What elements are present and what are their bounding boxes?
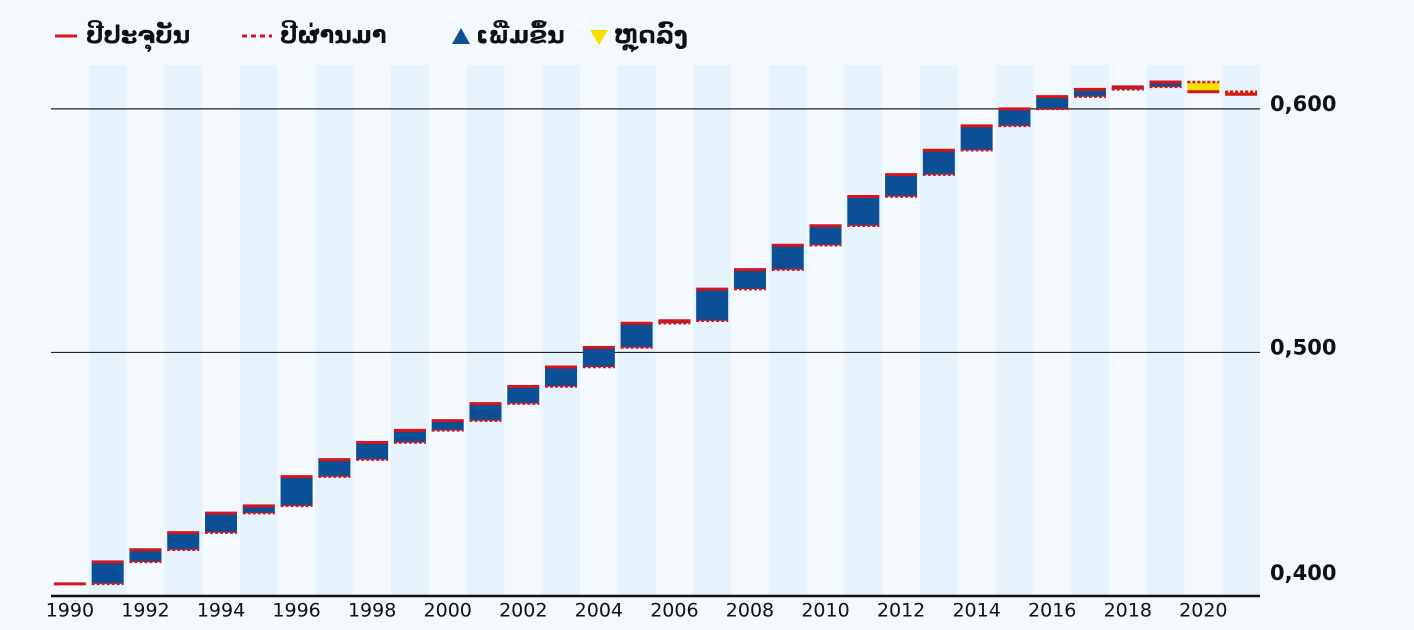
x-tick-label: 1998 [348,600,396,622]
y-tick-label: 0,400 [1270,561,1336,585]
band [391,65,429,596]
legend-previous: ປີຜ່ານມາ [280,18,386,49]
bar [696,289,729,321]
band [239,65,278,596]
x-tick-label: 2016 [1028,600,1076,622]
bar [129,549,162,562]
x-tick-label: 2012 [877,600,925,622]
band [995,65,1034,596]
x-tick-label: 1994 [197,600,245,622]
bar [318,459,351,477]
bar [205,513,238,533]
bar [733,269,766,290]
bar [1073,89,1106,97]
bar [431,420,464,431]
bar [1149,82,1182,87]
band [466,65,505,596]
band [164,65,203,596]
y-tick-label: 0,600 [1270,92,1336,116]
bar [1036,96,1069,109]
x-tick-label: 1996 [272,600,320,622]
legend-increase-icon [452,28,470,44]
x-tick-label: 2020 [1179,600,1227,622]
band [1146,65,1185,596]
x-tick-label: 1992 [121,600,169,622]
bar [922,150,955,175]
bar [771,245,804,270]
x-tick-label: 2006 [650,600,698,622]
band [315,65,354,596]
bar [280,476,313,506]
band [88,65,127,596]
legend-decrease-icon [590,30,608,45]
bands [88,65,1260,596]
band [768,65,807,596]
legend-decrease: ຫຼຸດລົງ [614,21,688,53]
x-tick-label: 2008 [726,600,774,622]
band [542,65,580,596]
bar [545,367,578,387]
bar [809,225,842,246]
bar [620,323,653,348]
bar [885,174,918,197]
bar [469,403,502,421]
band [844,65,883,596]
band [1222,65,1260,596]
band [919,65,958,596]
band [693,65,732,596]
bar [847,196,880,226]
x-tick-label: 2010 [801,600,849,622]
bar [167,532,200,550]
bar [960,125,993,151]
legend-increase: ເພີ່ມຂຶ້ນ [476,18,565,49]
y-tick-label: 0,500 [1270,335,1336,359]
x-tick-label: 2000 [424,600,472,622]
bar [582,347,615,368]
bar [998,108,1031,126]
x-tick-label: 2018 [1104,600,1152,622]
x-tick-label: 2002 [499,600,547,622]
bar [507,386,540,404]
bar [91,561,124,584]
x-tick-label: 1990 [46,600,94,622]
bar [242,505,275,514]
bar [393,430,426,443]
band [1071,65,1109,596]
bar [1187,82,1220,92]
legend-current: ປີປະຈຸບັນ [86,18,190,53]
x-tick-label: 2004 [575,600,623,622]
bar [356,442,389,460]
x-tick-label: 2014 [952,600,1000,622]
